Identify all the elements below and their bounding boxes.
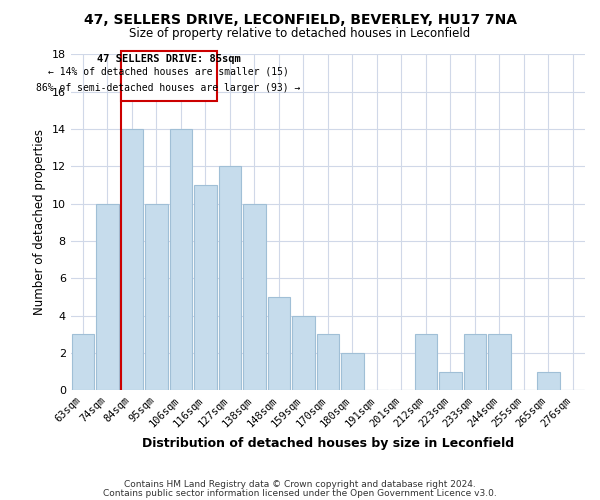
Text: 47 SELLERS DRIVE: 85sqm: 47 SELLERS DRIVE: 85sqm [97, 54, 241, 64]
Bar [170, 129, 192, 390]
Bar [341, 353, 364, 390]
Bar [145, 204, 167, 390]
Bar [71, 334, 94, 390]
Bar [268, 297, 290, 390]
Text: Size of property relative to detached houses in Leconfield: Size of property relative to detached ho… [130, 28, 470, 40]
FancyBboxPatch shape [121, 50, 217, 101]
Bar [292, 316, 314, 390]
Bar [415, 334, 437, 390]
Text: Contains HM Land Registry data © Crown copyright and database right 2024.: Contains HM Land Registry data © Crown c… [124, 480, 476, 489]
Y-axis label: Number of detached properties: Number of detached properties [33, 129, 46, 315]
Bar [243, 204, 266, 390]
Bar [218, 166, 241, 390]
Bar [317, 334, 339, 390]
Bar [488, 334, 511, 390]
X-axis label: Distribution of detached houses by size in Leconfield: Distribution of detached houses by size … [142, 437, 514, 450]
Text: 47, SELLERS DRIVE, LECONFIELD, BEVERLEY, HU17 7NA: 47, SELLERS DRIVE, LECONFIELD, BEVERLEY,… [83, 12, 517, 26]
Text: 86% of semi-detached houses are larger (93) →: 86% of semi-detached houses are larger (… [37, 83, 301, 93]
Bar [121, 129, 143, 390]
Text: Contains public sector information licensed under the Open Government Licence v3: Contains public sector information licen… [103, 488, 497, 498]
Text: ← 14% of detached houses are smaller (15): ← 14% of detached houses are smaller (15… [48, 66, 289, 76]
Bar [194, 185, 217, 390]
Bar [464, 334, 486, 390]
Bar [537, 372, 560, 390]
Bar [439, 372, 461, 390]
Bar [96, 204, 119, 390]
